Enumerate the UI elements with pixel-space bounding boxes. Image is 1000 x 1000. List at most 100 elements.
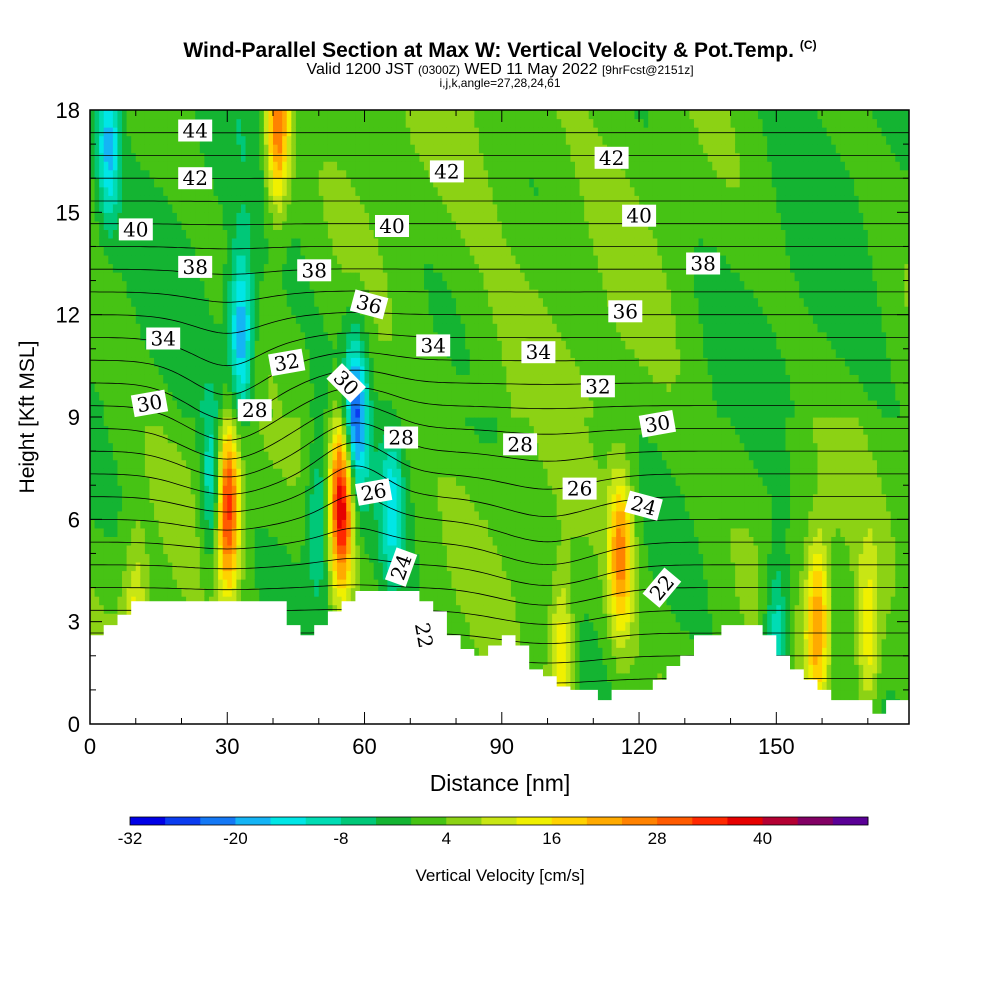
velocity-cell bbox=[90, 502, 96, 512]
velocity-cell bbox=[240, 561, 247, 572]
velocity-cell bbox=[99, 417, 105, 427]
velocity-cell bbox=[240, 587, 247, 597]
velocity-cell bbox=[309, 621, 315, 631]
velocity-cell bbox=[268, 417, 274, 427]
velocity-cell bbox=[309, 365, 315, 375]
velocity-cell bbox=[359, 468, 366, 478]
velocity-cell bbox=[300, 144, 306, 154]
velocity-cell bbox=[259, 561, 265, 572]
velocity-cell bbox=[387, 161, 393, 171]
velocity-cell bbox=[263, 272, 270, 282]
velocity-cell bbox=[286, 468, 292, 478]
velocity-cell bbox=[405, 544, 411, 555]
velocity-cell bbox=[277, 314, 283, 324]
velocity-cell bbox=[396, 297, 402, 307]
velocity-cell bbox=[190, 289, 196, 299]
velocity-cell bbox=[323, 382, 329, 393]
velocity-cell bbox=[387, 527, 393, 537]
velocity-cell bbox=[314, 118, 320, 128]
velocity-cell bbox=[286, 485, 292, 495]
velocity-cell bbox=[382, 110, 389, 120]
velocity-cell bbox=[186, 527, 192, 537]
velocity-cell bbox=[277, 451, 283, 461]
velocity-cell bbox=[181, 331, 187, 341]
velocity-cell bbox=[341, 186, 347, 196]
velocity-cell bbox=[163, 579, 169, 589]
velocity-cell bbox=[122, 323, 128, 333]
velocity-cell bbox=[359, 442, 366, 452]
velocity-cell bbox=[378, 570, 384, 580]
velocity-cell bbox=[245, 144, 251, 154]
velocity-cell bbox=[396, 417, 402, 427]
velocity-cell bbox=[163, 289, 169, 299]
velocity-cell bbox=[236, 229, 242, 239]
velocity-cell bbox=[263, 357, 270, 367]
velocity-cell bbox=[195, 579, 201, 589]
velocity-cell bbox=[305, 297, 311, 307]
velocity-cell bbox=[140, 203, 146, 213]
velocity-cell bbox=[112, 451, 119, 461]
velocity-cell bbox=[236, 544, 242, 555]
velocity-cell bbox=[346, 195, 352, 205]
velocity-cell bbox=[140, 417, 146, 427]
velocity-cell bbox=[186, 553, 192, 563]
velocity-cell bbox=[254, 510, 260, 520]
velocity-cell bbox=[327, 365, 334, 375]
velocity-cell bbox=[396, 331, 402, 341]
velocity-cell bbox=[291, 144, 297, 154]
velocity-cell bbox=[126, 331, 132, 341]
velocity-cell bbox=[387, 272, 393, 282]
velocity-cell bbox=[350, 340, 356, 350]
velocity-cell bbox=[90, 203, 96, 213]
velocity-cell bbox=[154, 203, 160, 213]
velocity-cell bbox=[227, 323, 233, 333]
velocity-cell bbox=[190, 220, 196, 230]
velocity-cell bbox=[158, 382, 164, 393]
velocity-cell bbox=[208, 220, 215, 230]
velocity-cell bbox=[291, 254, 297, 265]
velocity-cell bbox=[300, 417, 306, 427]
velocity-cell bbox=[373, 246, 379, 256]
velocity-cell bbox=[236, 493, 242, 503]
velocity-cell bbox=[103, 297, 109, 307]
velocity-cell bbox=[382, 374, 389, 384]
velocity-cell bbox=[295, 169, 302, 179]
velocity-cell bbox=[250, 280, 256, 290]
velocity-cell bbox=[222, 408, 228, 418]
velocity-cell bbox=[199, 561, 205, 572]
velocity-cell bbox=[341, 417, 347, 427]
velocity-cell bbox=[90, 127, 96, 137]
velocity-cell bbox=[373, 391, 379, 401]
velocity-cell bbox=[163, 135, 169, 145]
velocity-cell bbox=[373, 314, 379, 324]
velocity-cell bbox=[309, 570, 315, 580]
velocity-cell bbox=[355, 272, 361, 282]
velocity-cell bbox=[305, 399, 311, 410]
velocity-cell bbox=[327, 510, 334, 520]
velocity-cell bbox=[263, 587, 270, 597]
velocity-cell bbox=[369, 365, 375, 375]
velocity-cell bbox=[369, 527, 375, 537]
velocity-cell bbox=[305, 246, 311, 256]
velocity-cell bbox=[208, 144, 215, 154]
velocity-cell bbox=[327, 468, 334, 478]
velocity-cell bbox=[240, 510, 247, 520]
velocity-cell bbox=[112, 331, 119, 341]
velocity-cell bbox=[391, 399, 398, 410]
velocity-cell bbox=[240, 425, 247, 435]
velocity-cell bbox=[167, 272, 173, 282]
velocity-cell bbox=[135, 468, 141, 478]
velocity-cell bbox=[373, 186, 379, 196]
velocity-cell bbox=[314, 493, 320, 503]
velocity-cell bbox=[295, 442, 302, 452]
velocity-cell bbox=[273, 596, 279, 606]
velocity-cell bbox=[208, 502, 215, 512]
velocity-cell bbox=[268, 536, 274, 546]
velocity-cell bbox=[149, 169, 155, 179]
velocity-cell bbox=[190, 246, 196, 256]
velocity-cell bbox=[122, 212, 128, 222]
velocity-cell bbox=[144, 365, 151, 375]
velocity-cell bbox=[382, 135, 389, 145]
velocity-cell bbox=[222, 272, 228, 282]
velocity-cell bbox=[364, 425, 370, 435]
